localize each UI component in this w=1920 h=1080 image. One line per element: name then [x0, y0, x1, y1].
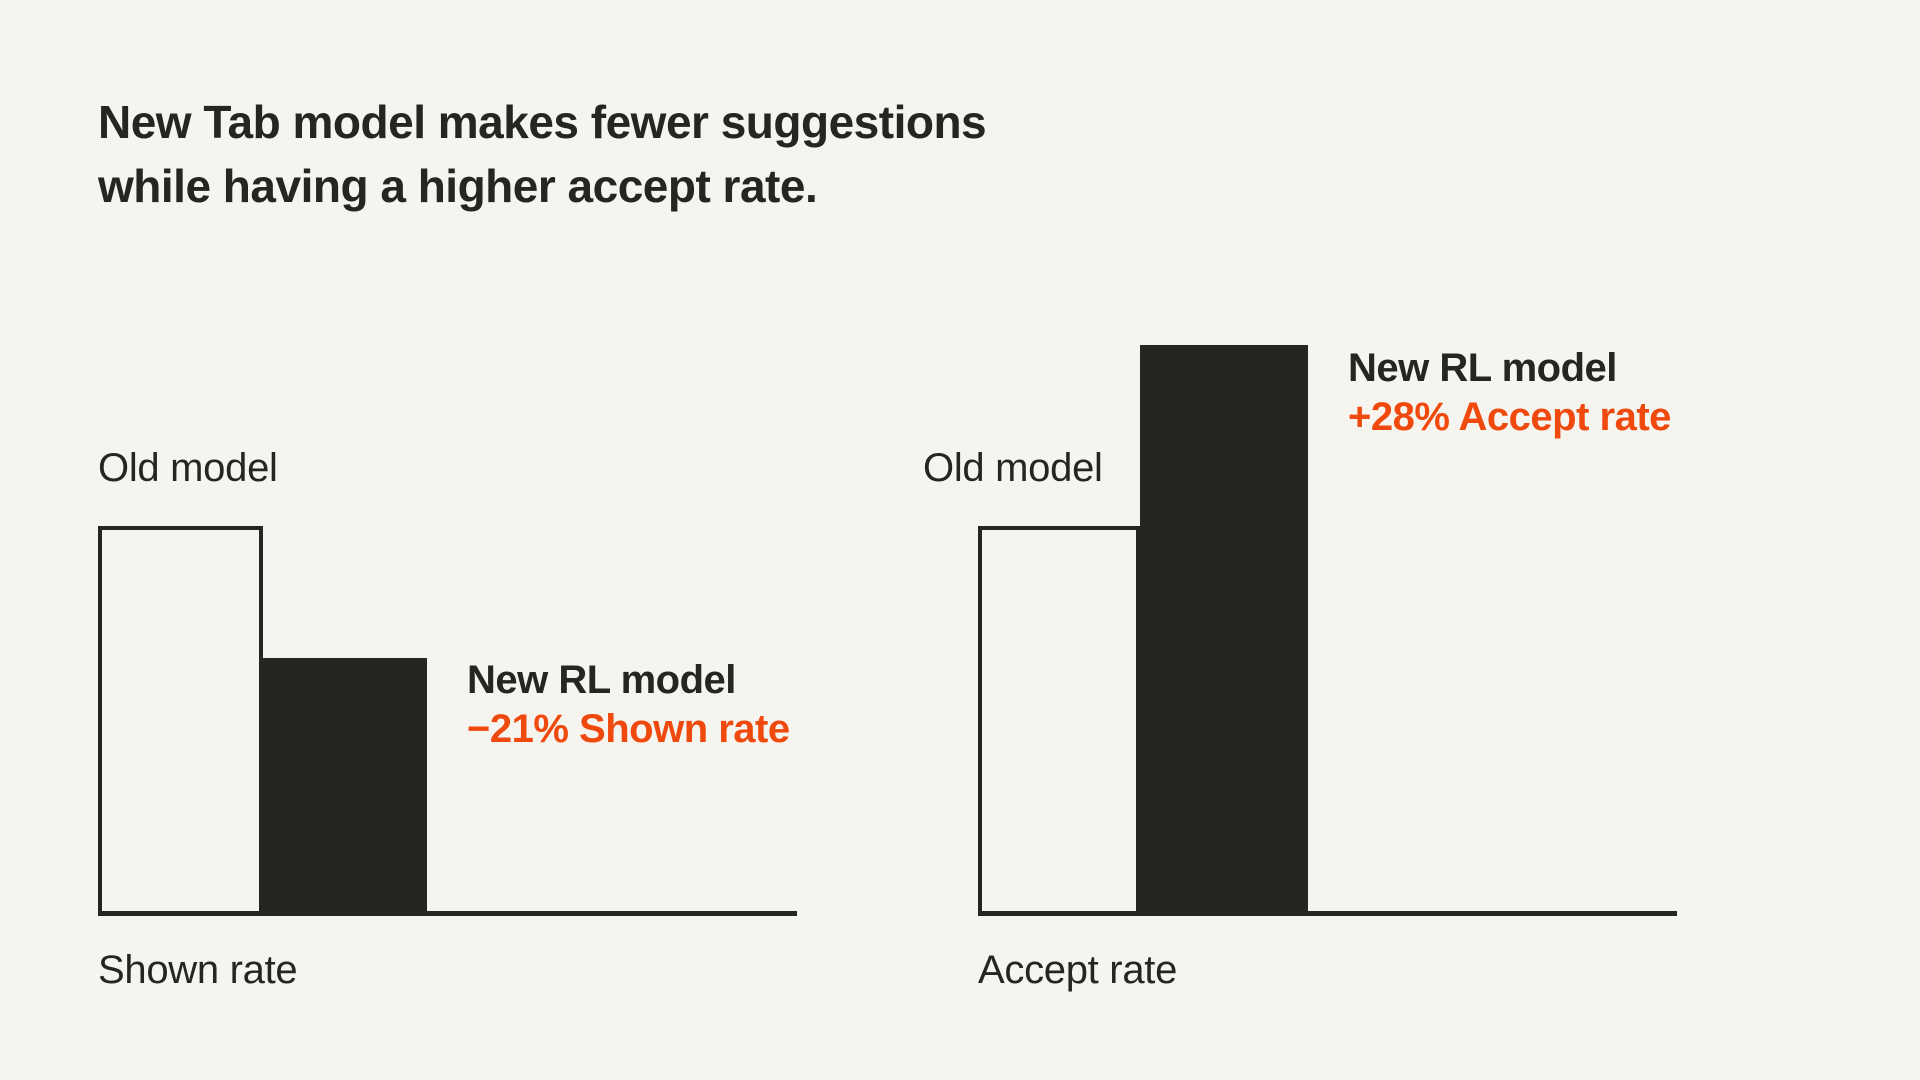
axis-label-accept-rate: Accept rate: [978, 948, 1178, 992]
page-title: New Tab model makes fewer suggestions wh…: [98, 90, 987, 218]
x-axis-baseline: [98, 911, 797, 916]
old-model-bar-label: Old model: [923, 446, 1103, 490]
x-axis-baseline: [978, 911, 1677, 916]
old-model-bar: [98, 526, 263, 916]
annotation-model-name: New RL model: [467, 658, 736, 702]
old-model-bar-label: Old model: [98, 446, 278, 490]
annotation-delta-value: +28% Accept rate: [1348, 395, 1671, 439]
new-model-annotation: New RL model −21% Shown rate: [467, 656, 790, 754]
annotation-delta-value: −21% Shown rate: [467, 707, 790, 751]
new-model-annotation: New RL model +28% Accept rate: [1348, 344, 1671, 442]
new-rl-model-bar: [1140, 345, 1308, 916]
page-title-line-2: while having a higher accept rate.: [98, 160, 818, 212]
annotation-model-name: New RL model: [1348, 346, 1617, 390]
old-model-bar: [978, 526, 1140, 916]
new-rl-model-bar: [263, 658, 427, 916]
page-title-line-1: New Tab model makes fewer suggestions: [98, 96, 987, 148]
axis-label-shown-rate: Shown rate: [98, 948, 298, 992]
